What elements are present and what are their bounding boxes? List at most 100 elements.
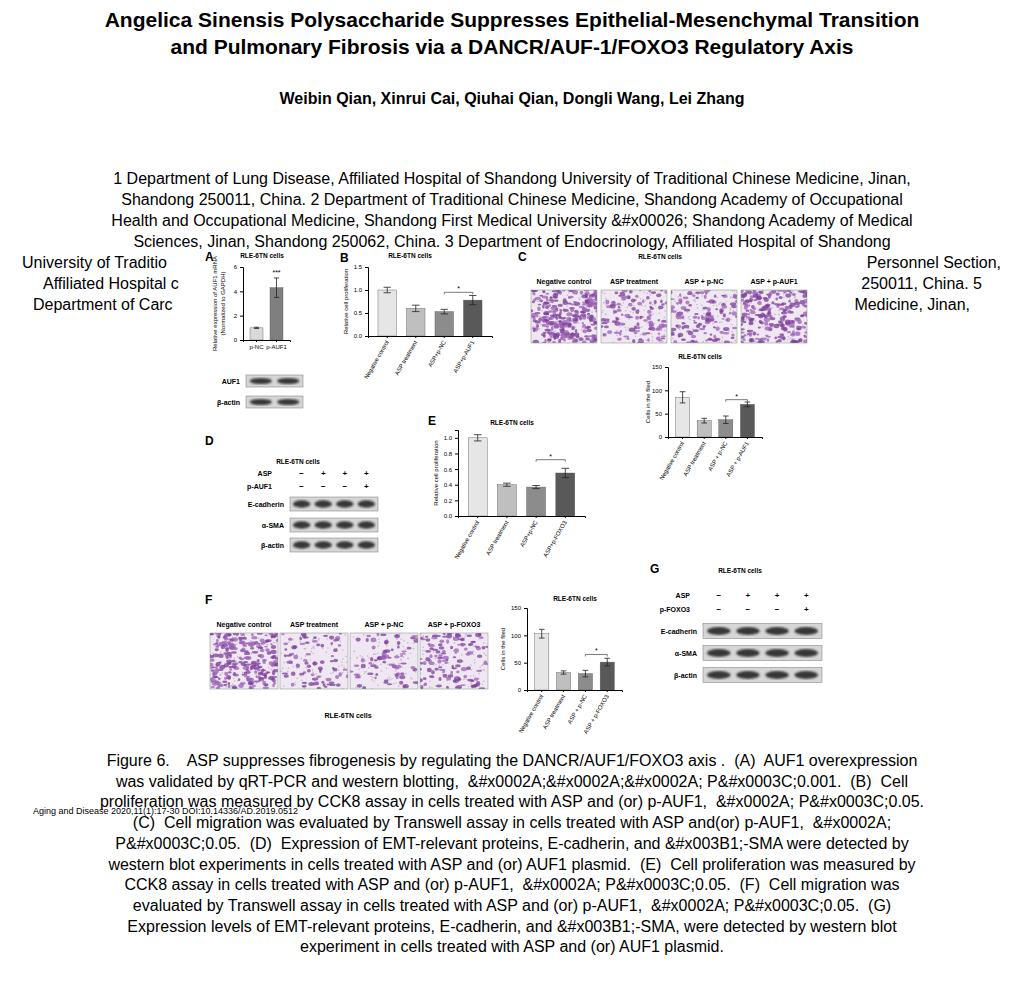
membrane-pore <box>662 341 664 343</box>
membrane-pore <box>403 640 405 642</box>
tick-label: 0 <box>234 337 238 343</box>
stained-cell <box>637 309 640 312</box>
error-cap <box>441 313 448 314</box>
stained-cell <box>658 306 660 310</box>
stained-cell <box>533 340 539 343</box>
stained-cell <box>797 328 801 330</box>
chart-title: RLE-6TN cells <box>553 595 597 602</box>
membrane-pore <box>590 322 592 324</box>
membrane-pore <box>541 310 543 312</box>
membrane-pore <box>702 341 704 343</box>
membrane-pore <box>805 329 807 331</box>
membrane-pore <box>377 652 379 654</box>
stained-cell <box>664 290 667 293</box>
membrane-pore <box>396 638 398 640</box>
membrane-pore <box>280 671 282 673</box>
stained-cell <box>790 340 795 343</box>
membrane-pore <box>616 335 618 337</box>
membrane-pore <box>407 642 409 644</box>
chart-title: RLE-6TN cells <box>388 252 432 259</box>
stained-cell <box>777 303 782 305</box>
membrane-pore <box>325 652 327 654</box>
chart-title: RLE-6TN cells <box>490 419 534 426</box>
stained-cell <box>741 341 743 343</box>
stained-cell <box>356 637 361 641</box>
axis-line <box>528 691 623 693</box>
stained-cell <box>320 644 324 648</box>
stained-cell <box>261 669 267 671</box>
membrane-pore <box>603 302 605 304</box>
stained-cell <box>335 636 340 639</box>
bar <box>600 662 614 690</box>
y-tick: 1.5 <box>354 264 368 270</box>
y-axis-title: Cells in the filed <box>645 381 651 423</box>
stained-cell <box>699 328 705 330</box>
x-tick: Negative control <box>363 336 390 380</box>
membrane-pore <box>255 674 257 676</box>
error-stem <box>276 278 277 297</box>
stained-cell <box>537 306 541 311</box>
stained-cell <box>222 641 228 645</box>
stained-cell <box>604 326 609 329</box>
stained-cell <box>685 300 689 304</box>
tick-label: 2 <box>234 313 238 319</box>
stained-cell <box>551 326 554 331</box>
affiliation-line: Health and Occupational Medicine, Shando… <box>111 212 912 229</box>
stained-cell <box>578 337 583 341</box>
membrane-pore <box>341 661 343 663</box>
tick-mark <box>607 690 608 692</box>
tick-label: p-NC <box>249 344 264 350</box>
stained-cell <box>291 671 296 676</box>
stained-cell <box>775 298 778 301</box>
micrograph-label: ASP treatment <box>290 621 339 628</box>
stained-cell <box>248 642 254 646</box>
stained-cell <box>257 647 263 649</box>
stained-cell <box>650 307 654 310</box>
stained-cell <box>614 331 620 334</box>
micrograph-frame <box>210 633 278 689</box>
stained-cell <box>649 290 651 293</box>
y-tick: 0.5 <box>354 310 368 316</box>
stained-cell <box>291 645 296 649</box>
membrane-pore <box>311 648 313 650</box>
bar <box>378 290 397 336</box>
stained-cell <box>261 642 266 645</box>
y-tick: 50 <box>514 660 527 666</box>
stained-cell <box>329 636 334 640</box>
micrograph-background <box>671 290 737 343</box>
membrane-pore <box>734 339 736 341</box>
membrane-pore <box>360 675 362 677</box>
stained-cell <box>312 662 317 666</box>
stained-cell <box>741 328 745 330</box>
stained-cell <box>660 337 665 339</box>
micrograph <box>671 290 737 343</box>
stained-cell <box>539 299 543 302</box>
stained-cell <box>232 685 237 689</box>
y-axis-title: (Normalized to GAPDH) <box>220 271 226 335</box>
membrane-pore <box>702 309 704 311</box>
stained-cell <box>400 653 406 655</box>
stained-cell <box>713 326 716 328</box>
stained-cell <box>803 339 807 343</box>
error-cap <box>532 485 540 486</box>
membrane-pore <box>605 304 607 306</box>
stained-cell <box>549 297 553 299</box>
membrane-pore <box>315 673 317 675</box>
stained-cell <box>283 642 288 645</box>
stained-cell <box>275 657 278 660</box>
stained-cell <box>733 295 737 299</box>
stained-cell <box>639 317 642 320</box>
membrane-pore <box>395 670 397 672</box>
membrane-pore <box>539 328 541 330</box>
membrane-pore <box>346 661 348 663</box>
tick-label: Negative control <box>518 694 545 735</box>
bar-chart: 0.00.20.40.60.81.0Negative controlASP tr… <box>428 414 586 560</box>
stained-cell <box>579 317 582 321</box>
stained-cell <box>589 317 593 322</box>
micrograph-background <box>531 290 597 343</box>
membrane-pore <box>730 308 732 310</box>
membrane-pore <box>326 638 328 640</box>
stained-cell <box>656 337 661 341</box>
membrane-pore <box>728 330 730 332</box>
stained-cell <box>741 323 743 326</box>
